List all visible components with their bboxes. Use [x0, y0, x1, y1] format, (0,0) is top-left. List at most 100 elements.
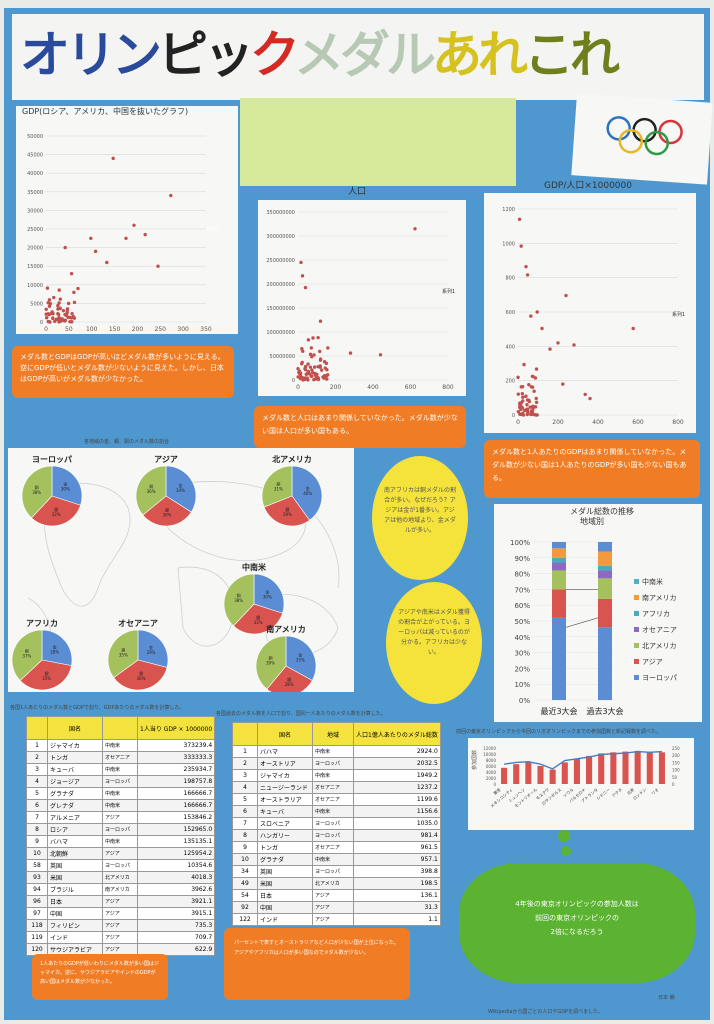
scatter-point: [521, 395, 525, 399]
y-tick-label: 600: [505, 310, 515, 316]
scatter-point: [324, 361, 329, 366]
scatter-point: [47, 298, 52, 302]
table-row: 118 フィリピン アジア 735.3: [26, 919, 216, 932]
title-part-3: メダル: [294, 26, 436, 84]
scatter-point: [61, 308, 66, 313]
title-part-0: オリン: [20, 26, 162, 84]
scatter-point: [529, 314, 533, 318]
combo-x-label: ロンドン: [632, 787, 647, 801]
table-cell: 中南米: [312, 769, 354, 782]
pie-slice: [19, 659, 72, 691]
table-cell: 93: [26, 871, 48, 884]
pie-slice-label: 金: [298, 652, 302, 658]
scatter-point: [301, 349, 305, 353]
table-cell: アジア: [102, 895, 138, 908]
scatter-point: [535, 310, 539, 314]
table-header-cell: 地域: [312, 722, 354, 746]
table-row: 9 バハマ 中南米 135135.1: [26, 835, 216, 848]
stacked-y-tick: 60%: [514, 602, 530, 610]
scatter-point: [310, 368, 314, 372]
table-cell: 1237.2: [353, 781, 441, 794]
table-cell: 3: [26, 763, 48, 776]
scatter-point: [531, 374, 535, 379]
pie-slice: [253, 573, 285, 614]
table-cell: 92: [232, 901, 258, 914]
y-tick-label: 250000000: [266, 258, 295, 264]
x-tick-label: 400: [592, 419, 604, 426]
table-cell: アジア: [102, 907, 138, 920]
scatter-point: [316, 377, 321, 382]
stacked-chart-card: メダル総数の推移 地域別 0% 10% 20% 30% 40% 50% 60% 70% 80% 9…: [494, 504, 702, 722]
table-row: 2 オーストリア ヨーロッパ 2032.5: [232, 757, 441, 770]
table-cell: ジョージア: [47, 775, 103, 788]
scatter-point: [525, 402, 529, 407]
stacked-legend-label: 南アメリカ: [642, 593, 677, 602]
table-row: 93 米国 北アメリカ 4018.3: [26, 871, 216, 884]
population-note-text: メダル数と人口はあまり関係していなかった。メダル数が少ない国は人口が多い国もある…: [262, 414, 458, 435]
pie-slice: [261, 465, 293, 508]
combo-y2-tick: 100: [672, 768, 680, 773]
pie-slice-value: 38%: [32, 490, 41, 495]
population-chart-title: 人口: [348, 187, 367, 197]
scatter-point: [520, 385, 525, 389]
scatter-point: [530, 408, 535, 413]
y-tick-label: 5000: [30, 301, 43, 307]
pie-slice-label: 銀: [287, 676, 291, 682]
stacked-title: メダル総数の推移: [570, 507, 634, 516]
scatter-point: [517, 217, 522, 221]
table-cell: 米国: [47, 871, 103, 884]
scatter-point: [50, 311, 55, 315]
x-tick-label: 200: [552, 419, 564, 426]
title-part-1: ピッ: [158, 26, 254, 84]
pie-slice-value: 38%: [234, 598, 243, 603]
table-cell: 1.1: [353, 913, 441, 926]
table-cell: キューバ: [47, 763, 103, 776]
pie-slice: [233, 603, 283, 635]
cloud-dot-1: [558, 830, 570, 842]
pie-slice-label: 銅: [121, 647, 125, 653]
scatter-point: [572, 343, 576, 347]
y-tick-label: 200: [505, 379, 515, 385]
stacked-subtitle: 地域別: [580, 517, 604, 526]
combo-bar: [513, 764, 520, 784]
table-cell: 8: [232, 829, 258, 842]
table-cell: オーストリア: [257, 757, 313, 770]
table-cell: 8: [26, 823, 48, 836]
stacked-segment: [552, 542, 566, 549]
combo-y-tick: 6000: [486, 764, 497, 769]
pie-slice-value: 35%: [42, 676, 51, 681]
y-tick-label: 0: [40, 320, 43, 326]
table-cell: インド: [257, 913, 313, 926]
scatter-point: [519, 412, 524, 416]
pie-slice: [113, 659, 168, 691]
table-row: 10 北朝鮮 アジア 125954.2: [26, 847, 216, 860]
scatter-point: [310, 374, 314, 378]
table-cell: アジア: [102, 931, 138, 944]
cloud-line-1: 前回の東京オリンピックの: [535, 914, 619, 922]
pie-slice-label: 金: [149, 644, 153, 650]
stacked-legend-label: オセアニア: [642, 626, 677, 634]
table2-caption: 各国過去のメダル数を人口で割り、国別一人あたりのメダル数を計算した。: [216, 711, 386, 717]
scatter-point: [534, 367, 539, 371]
combo-y2-tick: 250: [672, 746, 680, 751]
scatter-point: [524, 264, 528, 269]
y-tick-label: 100000000: [266, 330, 295, 336]
scatter-point: [325, 368, 329, 372]
table-cell: 97: [26, 907, 48, 920]
combo-y2-tick: 0: [672, 782, 675, 787]
scatter-point: [316, 364, 320, 369]
table-row: 54 日本 アジア 136.1: [232, 889, 441, 902]
scatter-point: [524, 394, 528, 398]
table-cell: グレナダ: [47, 799, 103, 812]
table-row: 4 ニュージーランド オセアニア 1237.2: [232, 781, 441, 794]
title-part-4: あれ: [432, 26, 528, 84]
y-tick-label: 40000: [27, 171, 43, 177]
stacked-category-label: 最近3大会: [540, 706, 577, 716]
world-map-card: ヨーロッパ金 30% 銀 32% 銅 38% アジア金 34% 銀 30% 銅 36% 北アメリカ金 40…: [8, 448, 354, 697]
table-cell: トンガ: [47, 751, 103, 764]
stacked-segment: [552, 570, 566, 590]
scatter-point: [44, 307, 48, 312]
table1-caption: 各国1人あたりのメダル数とGDPで割り、GDPあたりのメダル数を計算した。: [10, 705, 185, 711]
scatter-point: [525, 407, 530, 411]
world-map: ヨーロッパ金30%銀32%銅38%アジア金34%銀30%銅36%北アメリカ金40…: [11, 454, 340, 697]
